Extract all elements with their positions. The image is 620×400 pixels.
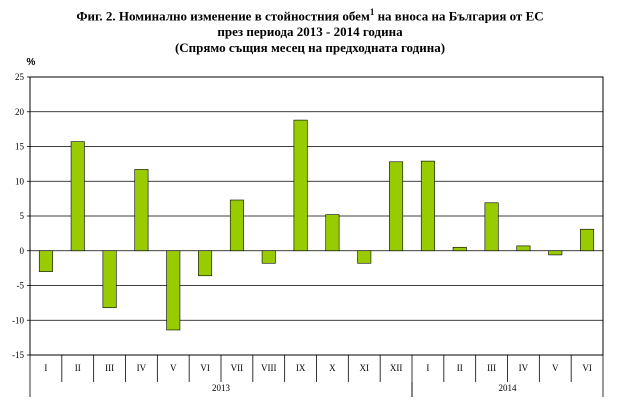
bar (293, 119, 308, 252)
bar (452, 246, 467, 252)
x-tick-label: XI (360, 363, 370, 373)
y-tick-label: 5 (20, 211, 25, 221)
bar (580, 228, 595, 252)
x-tick-label: I (426, 363, 429, 373)
y-tick-label: -15 (12, 350, 24, 360)
y-tick-label: 10 (15, 176, 25, 186)
bar (516, 245, 531, 252)
title-line-2: през периода 2013 - 2014 година (217, 24, 403, 40)
x-tick-label: II (75, 363, 81, 373)
chart-title: Фиг. 2. Номинално изменение в стойностни… (0, 4, 620, 56)
bar (38, 250, 53, 272)
y-tick-label: -5 (17, 281, 25, 291)
title-line-3: (Спрямо същия месец на предходната годин… (174, 40, 446, 56)
y-tick-label: 15 (15, 142, 25, 152)
bar (325, 214, 340, 252)
y-tick-label: 0 (20, 246, 25, 256)
x-tick-label: IV (137, 363, 147, 373)
bar (420, 160, 435, 252)
x-tick-label: III (487, 363, 496, 373)
bar (261, 250, 276, 264)
x-tick-label: II (457, 363, 463, 373)
x-tick-label: X (329, 363, 336, 373)
year-label: 2013 (212, 383, 231, 393)
bar (166, 250, 181, 331)
y-axis-label: % (27, 57, 36, 68)
x-tick-label: IX (296, 363, 306, 373)
bar (389, 161, 404, 252)
year-label: 2014 (499, 383, 518, 393)
title-line-1: Фиг. 2. Номинално изменение в стойностни… (76, 7, 544, 24)
x-tick-label: VI (582, 363, 592, 373)
y-tick-label: -10 (12, 315, 24, 325)
bar (134, 169, 149, 252)
bar (102, 250, 117, 309)
x-tick-label: VIII (261, 363, 277, 373)
x-tick-label: IV (519, 363, 529, 373)
y-tick-label: 25 (15, 72, 25, 82)
y-tick-label: 20 (15, 107, 25, 117)
bar (548, 250, 563, 256)
x-tick-label: V (170, 363, 177, 373)
x-tick-label: V (552, 363, 559, 373)
x-tick-label: VI (200, 363, 210, 373)
bar (70, 141, 85, 252)
x-tick-label: III (105, 363, 114, 373)
bar (198, 250, 213, 277)
x-tick-label: I (44, 363, 47, 373)
x-tick-label: XII (390, 363, 403, 373)
bar (484, 202, 499, 252)
bar (357, 250, 372, 264)
bar (229, 199, 244, 252)
x-tick-label: VII (231, 363, 244, 373)
